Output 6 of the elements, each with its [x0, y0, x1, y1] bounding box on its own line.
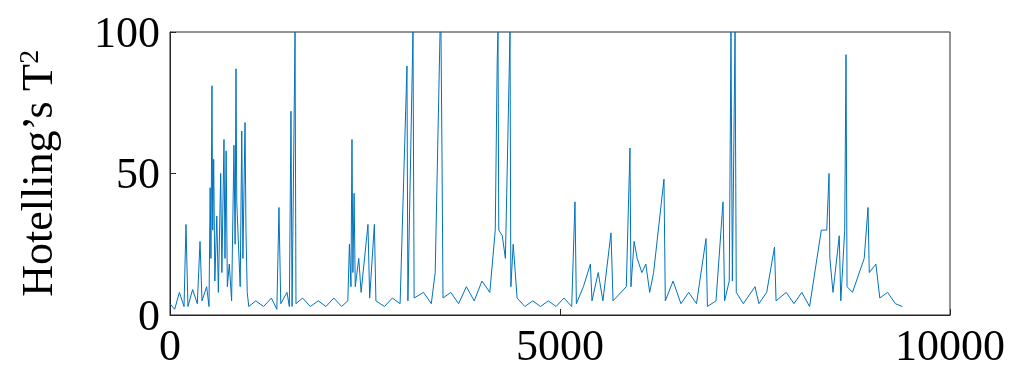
y-axis-title: Hotelling’s T2 — [12, 49, 62, 297]
y-tick-label: 100 — [94, 7, 160, 57]
y-tick-label: 50 — [116, 149, 160, 198]
x-tick-label: 10000 — [895, 320, 1005, 370]
line-series — [169, 31, 903, 310]
x-tick-label: 5000 — [516, 320, 604, 370]
